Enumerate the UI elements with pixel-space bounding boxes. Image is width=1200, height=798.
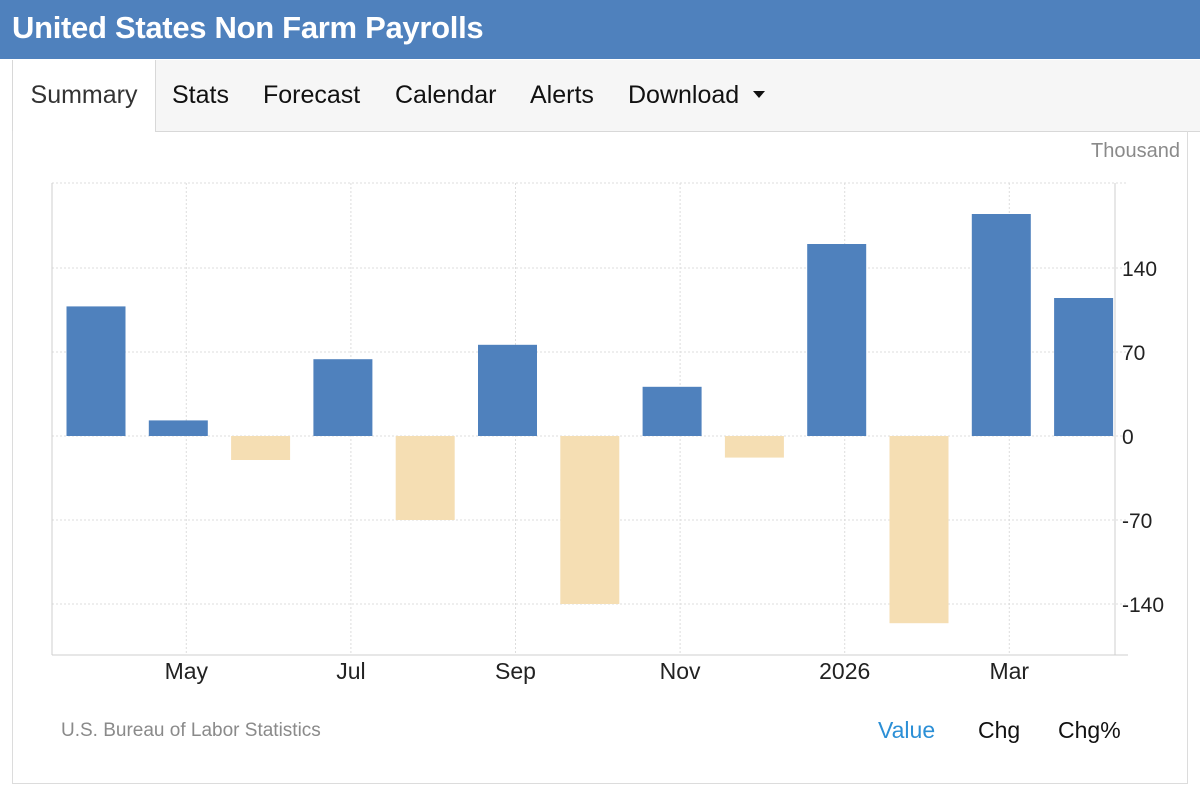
y-tick-label: 70 [1122,342,1145,365]
bar-aug-2025 [395,436,455,520]
x-tick-label: Mar [989,658,1029,684]
bar-feb-2026 [889,436,949,624]
unit-label: Thousand [1091,140,1180,162]
bar-jun-2025 [231,436,291,460]
tab-summary[interactable]: Summary [12,60,156,132]
tab-download[interactable]: Download [628,60,766,131]
bar-mar-2026 [971,214,1031,436]
value-toggle[interactable]: Value [878,717,936,743]
chg-pct-toggle[interactable]: Chg% [1058,717,1121,743]
tab-forecast[interactable]: Forecast [263,81,361,109]
y-tick-label: 0 [1122,426,1134,449]
tab-download-label: Download [628,81,740,109]
tab-alerts[interactable]: Alerts [530,81,594,109]
header-bar: United States Non Farm Payrolls [0,0,1200,59]
y-tick-label: 140 [1122,258,1157,281]
bar-jan-2026 [807,244,867,436]
x-tick-label: Nov [660,658,701,684]
tab-calendar[interactable]: Calendar [395,81,497,109]
bar-sep-2025 [478,344,537,436]
y-tick-label: -70 [1122,510,1152,533]
caret-down-icon [753,90,766,98]
page-title: United States Non Farm Payrolls [12,10,484,45]
source-text: U.S. Bureau of Labor Statistics [61,720,321,741]
bar-apr-2026 [1054,298,1114,436]
bar-may-2025 [148,420,208,436]
bar-oct-2025 [560,436,620,604]
bar-nov-2025 [642,386,702,436]
y-tick-label: -140 [1122,594,1164,617]
chg-toggle[interactable]: Chg [978,717,1021,743]
tab-bar: Summary Stats Forecast Calendar Alerts D… [12,60,1200,132]
tab-stats[interactable]: Stats [172,81,229,109]
x-tick-label: Sep [495,658,536,684]
bar-apr-2025 [66,306,126,436]
bar-dec-2025 [724,436,784,458]
chart-panel [12,131,1188,784]
x-tick-label: May [165,658,209,684]
bar-jul-2025 [313,359,373,436]
x-tick-label: 2026 [819,658,870,684]
x-tick-label: Jul [336,658,365,684]
